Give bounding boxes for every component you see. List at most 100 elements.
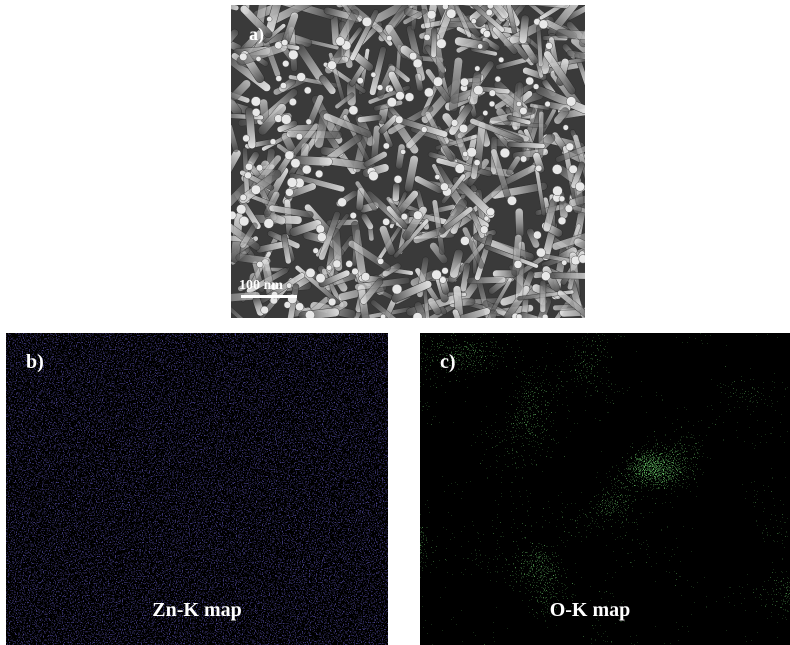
nanorod-tip [500,148,510,158]
nanorod-tip [460,78,468,86]
nanorod-tip [395,116,403,124]
panel-label: c) [440,351,456,373]
nanorod-tip [459,124,468,133]
nanorod-tip [484,216,489,221]
nanorod-tip [541,272,550,281]
nanorod-tip [424,34,430,40]
nanorod-tip [565,205,573,213]
nanorod-tip [256,165,263,172]
nanorod [540,280,546,312]
nanorod-tip [483,30,490,37]
nanorod-tip [377,85,383,91]
nanorod-tip [281,114,291,124]
nanorod-tip [545,101,551,107]
nanorod-tip [317,233,326,242]
nanorod-tip [349,106,358,115]
nanorod-tip [313,248,319,254]
nanorod-tip [239,53,247,61]
nanorod-tip [383,218,390,225]
nanorod-tip [498,57,503,62]
nanorod-tip [326,265,331,270]
nanorod-tip [424,88,433,97]
nanorod-tip [563,125,568,130]
nanorod-tip [392,284,402,294]
nanorod-tip [305,310,314,319]
nanorod-tip [546,42,553,49]
nanorod-tip [316,273,326,283]
nanorod-tip [350,212,356,218]
nanorod-tip [462,151,468,157]
nanorod-tip [483,110,488,115]
nanorod-tip [295,303,303,311]
nanorod-tip [487,2,493,8]
nanorod-tip [542,314,548,320]
scale-bar-label: 100 nm [239,278,283,293]
panel-label: a) [249,24,264,45]
nanorod-tip [394,175,402,183]
nanorod-tip [495,76,501,82]
nanorod-tip [442,4,448,10]
nanorod-tip [239,216,249,226]
nanorod-tip [474,160,480,166]
nanorod-tip [489,90,496,97]
nanorod-tip [252,108,260,116]
nanorod-tip [409,52,417,60]
nanorod-tip [245,163,252,170]
nanorod-tip [361,272,370,281]
nanorod-tip [287,178,297,188]
nanorod-tip [566,143,574,151]
nanorod-tip [240,194,247,201]
nanorod-tip [388,87,393,92]
nanorod-tip [486,9,492,15]
nanorod-tip [569,165,578,174]
nanorod-tip [333,260,341,268]
nanorod-tip [306,119,312,125]
nanorod-tip [489,101,495,107]
nanorod-tip [236,204,246,214]
scale-bar [241,295,297,298]
nanorod-tip [306,268,315,277]
nanorod-tip [228,211,236,219]
nanorod-tip [328,298,336,306]
nanorod-tip [440,183,448,191]
nanorod-tip [413,312,422,321]
nanorod-tip [487,208,495,216]
figure: a) 100 nm b) Zn-K map c) O-K map [0,0,790,645]
nanorod-tip [514,260,522,268]
nanorod-tip [316,225,325,234]
nanorod-tip [261,306,269,314]
nanorod-tip [380,314,385,319]
nanorod-tip [386,35,392,41]
nanorod-tip [421,127,427,133]
nanorod-tip [460,236,469,245]
nanorod-tip [437,39,447,49]
nanorod-tip [427,10,436,19]
nanorod-tip [516,314,522,320]
nanorod-tip [516,101,521,106]
nanorod-tip [401,213,408,220]
nanorod-tip [475,66,480,71]
nanorod-tip [405,93,414,102]
nanorod-tip [559,196,565,202]
nanorod-tip [387,97,397,107]
nanorod [550,272,594,279]
nanorod-tip [280,82,286,88]
nanorod-tip [435,174,440,179]
nanorod-tip [467,147,477,157]
nanorod-tip [328,61,337,70]
nanorod-tip [251,185,261,195]
nanorod-tip [480,226,488,234]
nanorod-tip [579,255,588,264]
nanorod-tip [575,182,584,191]
nanorod-tip [276,76,282,82]
nanorod-tip [553,186,563,196]
nanorod-tip [433,77,443,87]
nanorod-tip [533,231,541,239]
map-caption: O-K map [550,599,631,621]
panel-label: b) [26,351,44,373]
nanorod [392,183,400,202]
nanorod-tip [243,135,250,142]
nanorod-tip [282,60,289,67]
nanorod-tip [396,91,405,100]
nanorod-tip [471,18,476,23]
